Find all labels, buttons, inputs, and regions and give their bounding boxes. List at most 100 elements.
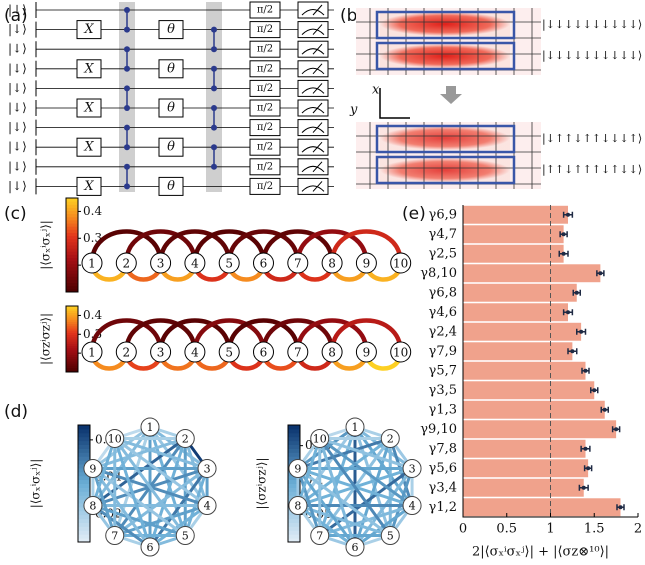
- node-label: 8: [294, 500, 301, 513]
- gate-label: θ: [167, 61, 175, 76]
- colorbar-cell: [288, 452, 300, 456]
- bar: [463, 381, 594, 399]
- bar: [463, 245, 564, 263]
- initial-state: |↓⟩: [8, 42, 27, 56]
- colorbar-cell: [66, 204, 78, 208]
- colorbar-cell: [66, 214, 78, 218]
- state-label: |↓↓↓↓↓↓↓↓↓↓⟩: [542, 49, 642, 63]
- colorbar-cell: [288, 437, 300, 441]
- colorbar-cell: [66, 273, 78, 277]
- gate-label: π/2: [257, 63, 273, 74]
- cz-dot: [211, 164, 217, 170]
- colorbar-cell: [66, 286, 78, 290]
- node-label: 3: [157, 346, 165, 360]
- colorbar-cell: [78, 433, 90, 437]
- node-label: 4: [191, 257, 199, 271]
- colorbar-cell: [288, 534, 300, 538]
- colorbar-cell: [66, 267, 78, 271]
- colorbar-cell: [66, 217, 78, 221]
- node-label: 3: [409, 462, 416, 475]
- panel-label: (e): [402, 204, 426, 224]
- colorbar-cell: [288, 519, 300, 523]
- gate-label: π/2: [257, 5, 273, 16]
- bar: [463, 440, 586, 458]
- gate-label: π/2: [257, 83, 273, 94]
- colorbar-cell: [66, 211, 78, 215]
- node-label: 1: [147, 421, 154, 434]
- node-label: 6: [352, 541, 359, 554]
- mean-dot: [586, 466, 590, 470]
- figure: (a) (b) (c) (d) (e) x y |↓⟩π/2|↓⟩Xθπ/2|↓…: [0, 0, 645, 565]
- initial-state: |↓⟩: [8, 101, 27, 115]
- node-label: 2: [387, 432, 394, 445]
- bar: [463, 264, 600, 282]
- node-label: 1: [352, 421, 359, 434]
- colorbar-cell: [66, 258, 78, 262]
- bar: [463, 362, 586, 380]
- node-label: 3: [157, 257, 165, 271]
- colorbar-cell: [288, 523, 300, 527]
- colorbar-cell: [66, 264, 78, 268]
- cz-dot: [211, 85, 217, 91]
- axis-label: y: [349, 103, 358, 118]
- mean-dot: [579, 330, 583, 334]
- colorbar-cell: [78, 491, 90, 495]
- colorbar-cell: [78, 425, 90, 429]
- state-label: |↑↑↓↑↑↑↓↑↓↓⟩: [542, 163, 642, 177]
- cz-dot: [211, 66, 217, 72]
- y-tick-label: γ4,6: [429, 305, 457, 320]
- colorbar-cell: [78, 534, 90, 538]
- node-label: 6: [260, 346, 268, 360]
- node-label: 1: [88, 257, 96, 271]
- bar: [463, 401, 605, 419]
- node-label: 6: [147, 541, 154, 554]
- cz-dot: [124, 85, 130, 91]
- colorbar-cell: [66, 207, 78, 211]
- node-label: 8: [328, 257, 336, 271]
- node-label: 5: [387, 530, 394, 543]
- gate-label: θ: [167, 179, 175, 194]
- mean-dot: [566, 310, 570, 314]
- colorbar-cell: [66, 198, 78, 202]
- y-tick-label: γ1,3: [429, 402, 457, 417]
- colorbar-cell: [66, 220, 78, 224]
- mean-dot: [570, 349, 574, 353]
- colorbar-cell: [78, 441, 90, 445]
- gate-label: X: [83, 22, 94, 37]
- colorbar-cell: [78, 515, 90, 519]
- bar: [463, 323, 581, 341]
- gate-label: π/2: [257, 103, 273, 114]
- cz-dot: [211, 125, 217, 131]
- node-label: 8: [328, 346, 336, 360]
- y-tick-label: γ3,5: [429, 383, 457, 398]
- initial-state: |↓⟩: [8, 179, 27, 193]
- colorbar-cell: [66, 201, 78, 205]
- mean-dot: [598, 271, 602, 275]
- bar: [463, 225, 564, 243]
- x-tick-label: 1: [546, 522, 554, 537]
- initial-state: |↓⟩: [8, 61, 27, 75]
- colorbar-cell: [78, 429, 90, 433]
- colorbar-cell: [288, 526, 300, 530]
- initial-state: |↓⟩: [8, 22, 27, 36]
- initial-state: |↓⟩: [8, 140, 27, 154]
- bar: [463, 284, 577, 302]
- y-tick-label: γ5,7: [429, 363, 457, 378]
- bar: [463, 479, 584, 497]
- colorbar-label: |⟨σzⁱσzʲ⟩|: [39, 313, 53, 365]
- gate-label: θ: [167, 101, 175, 116]
- bar: [463, 206, 568, 224]
- cz-dot: [124, 125, 130, 131]
- colorbar-cell: [78, 484, 90, 488]
- camera-images: [356, 8, 541, 189]
- y-tick-label: γ6,9: [429, 207, 457, 222]
- colorbar-cell: [66, 242, 78, 246]
- gate-label: X: [83, 179, 94, 194]
- y-tick-label: γ6,8: [429, 285, 457, 300]
- colorbar-cell: [66, 226, 78, 230]
- mean-dot: [582, 486, 586, 490]
- colorbar-cell: [66, 261, 78, 265]
- node-label: 10: [313, 432, 327, 445]
- cz-dot: [124, 7, 130, 13]
- node-label: 8: [89, 500, 96, 513]
